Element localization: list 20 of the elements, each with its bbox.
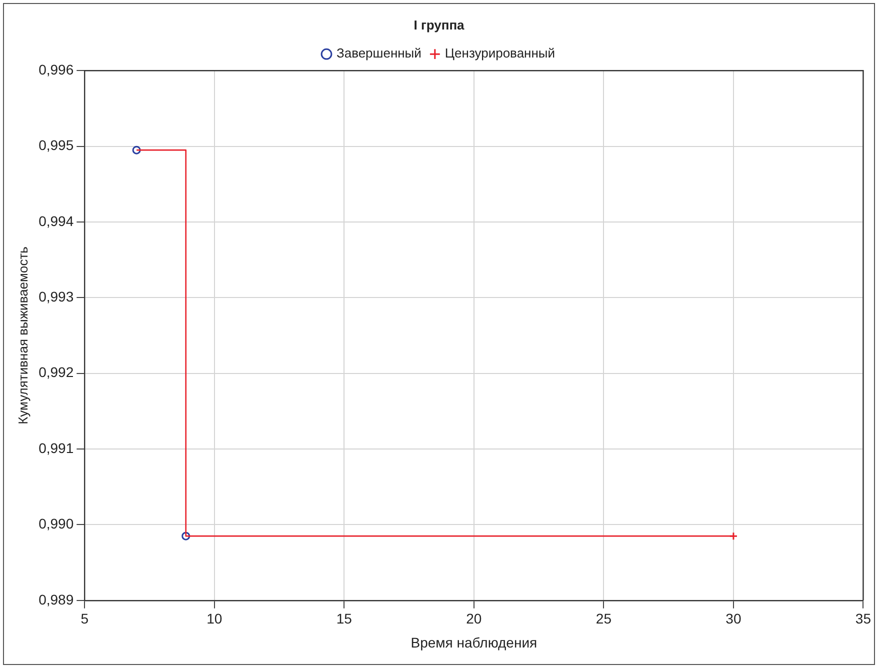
legend-label: Завершенный — [336, 46, 422, 61]
y-tick-label: 0,994 — [38, 212, 74, 229]
x-axis-title: Время наблюдения — [410, 634, 538, 650]
chart-title: I группа — [414, 17, 466, 32]
x-tick-label: 15 — [336, 610, 352, 627]
y-tick-label: 0,990 — [38, 516, 74, 532]
x-tick-label: 35 — [855, 610, 872, 627]
legend-label: Цензурированный — [444, 46, 556, 61]
x-tick-label: 20 — [466, 610, 482, 627]
y-tick-label: 0,996 — [38, 61, 74, 78]
x-tick-label: 25 — [596, 610, 612, 627]
x-tick-label: 5 — [80, 610, 89, 627]
x-tick-label: 30 — [726, 610, 742, 627]
y-tick-label: 0,989 — [38, 591, 74, 608]
y-tick-label: 0,995 — [38, 137, 74, 154]
x-tick-label: 10 — [206, 610, 222, 627]
y-tick-label: 0,991 — [38, 440, 74, 456]
y-tick-label: 0,993 — [38, 288, 74, 305]
y-tick-label: 0,992 — [38, 364, 74, 380]
y-axis-title: Кумулятивная выживаемость — [15, 246, 30, 424]
